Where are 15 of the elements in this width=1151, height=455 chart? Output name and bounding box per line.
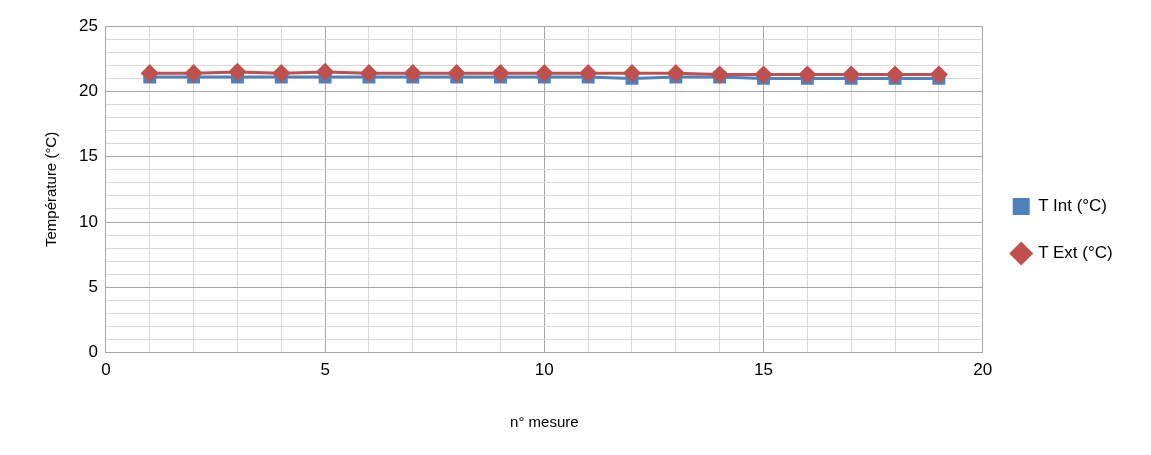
legend-label: T Ext (°C)	[1038, 243, 1113, 263]
y-tick-label: 10	[78, 211, 98, 231]
y-tick-label: 25	[78, 15, 98, 35]
x-tick-label: 15	[754, 360, 773, 380]
x-tick-label: 5	[320, 360, 330, 380]
legend-label: T Int (°C)	[1038, 196, 1108, 216]
y-tick-label: 20	[78, 81, 98, 101]
x-tick-label: 0	[101, 360, 111, 380]
y-tick-label: 0	[88, 342, 98, 362]
x-axis-title: n° mesure	[510, 413, 579, 431]
x-tick-label: 10	[534, 360, 554, 380]
x-tick-label: 20	[973, 360, 993, 380]
y-tick-label: 5	[88, 277, 98, 297]
y-tick-label: 15	[78, 146, 98, 166]
y-axis-title: Température (°C)	[42, 131, 60, 247]
